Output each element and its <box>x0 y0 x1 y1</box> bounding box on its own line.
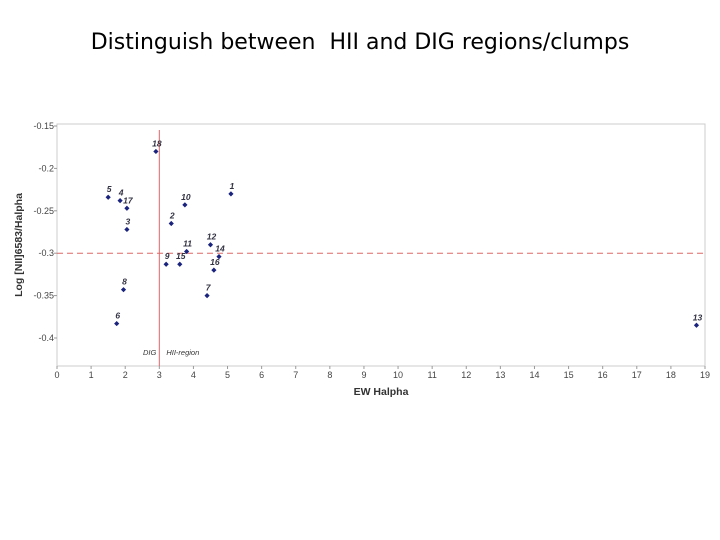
data-point-label: 7 <box>206 283 212 293</box>
reference-lines <box>57 130 705 366</box>
data-point-label: 10 <box>181 192 191 202</box>
plot-frame <box>56 123 706 367</box>
data-point-label: 13 <box>693 312 703 322</box>
data-point <box>216 253 222 260</box>
data-point <box>153 148 159 155</box>
data-point <box>693 322 700 328</box>
data-point-label: 9 <box>165 251 170 261</box>
slide-title: Distinguish between HII and DIG regions/… <box>90 30 630 55</box>
data-point-label: 11 <box>183 239 192 249</box>
x-tick-label: 18 <box>666 370 676 380</box>
data-point <box>124 205 130 211</box>
data-point-label: 14 <box>215 244 225 254</box>
data-point-label: 15 <box>176 251 186 261</box>
x-tick-label: 13 <box>495 370 505 380</box>
x-tick-label: 4 <box>191 370 196 380</box>
y-tick-label: -0.4 <box>38 333 54 343</box>
x-tick-label: 14 <box>529 370 539 380</box>
data-point <box>184 248 190 255</box>
x-tick-label: 5 <box>225 370 230 380</box>
y-tick-label: -0.35 <box>33 291 54 301</box>
data-point-label: 2 <box>169 211 175 221</box>
y-tick-label: -0.3 <box>38 248 54 258</box>
x-tick-label: 11 <box>427 370 436 380</box>
data-point <box>124 226 130 233</box>
data-point-label: 4 <box>118 188 124 198</box>
y-tick-label: -0.15 <box>33 121 54 131</box>
data-point-label: 1 <box>230 181 235 191</box>
data-point-label: 3 <box>126 216 131 226</box>
x-tick-label: 9 <box>361 370 366 380</box>
data-point <box>204 293 210 299</box>
data-point-label: 17 <box>123 195 134 205</box>
data-point <box>168 220 174 227</box>
data-point <box>120 287 127 293</box>
y-axis-title: Log [NII]6583/Halpha <box>13 193 25 297</box>
data-point-label: 12 <box>207 232 217 242</box>
data-point <box>163 261 169 267</box>
x-tick-label: 12 <box>461 370 471 380</box>
x-tick-label: 6 <box>259 370 264 380</box>
data-point <box>177 261 183 267</box>
data-point-label: 6 <box>115 311 120 321</box>
x-tick-label: 1 <box>89 370 94 380</box>
x-tick-label: 2 <box>123 370 128 380</box>
x-tick-label: 3 <box>157 370 162 380</box>
x-tick-label: 16 <box>598 370 608 380</box>
region-labels: DIG HII-region <box>143 348 199 357</box>
x-tick-label: 8 <box>327 370 332 380</box>
y-tick-label: -0.25 <box>33 206 54 216</box>
axes: 0 1 2 3 4 5 6 7 8 9 10 11 12 13 14 15 16 17 18 19-0.15-0.2-… <box>33 121 710 380</box>
x-tick-label: 15 <box>564 370 574 380</box>
data-point <box>211 267 217 273</box>
data-point-label: 18 <box>152 138 162 148</box>
data-point-label: 5 <box>107 184 112 194</box>
x-tick-label: 0 <box>54 370 59 380</box>
y-tick-label: -0.2 <box>38 163 54 173</box>
data-point <box>182 202 188 208</box>
data-point-label: 8 <box>122 277 127 287</box>
data-point <box>114 320 120 327</box>
data-point-label: 16 <box>210 257 220 267</box>
region-label-dig: DIG <box>143 348 157 357</box>
data-point <box>228 191 234 197</box>
region-label-hii: HII-region <box>166 348 199 357</box>
x-axis-title: EW Halpha <box>354 386 409 398</box>
data-point <box>105 194 111 200</box>
x-tick-label: 10 <box>393 370 403 380</box>
data-point <box>207 242 214 248</box>
x-tick-label: 19 <box>700 370 710 380</box>
x-tick-label: 7 <box>293 370 298 380</box>
x-tick-label: 17 <box>632 370 642 380</box>
data-point <box>117 198 123 204</box>
